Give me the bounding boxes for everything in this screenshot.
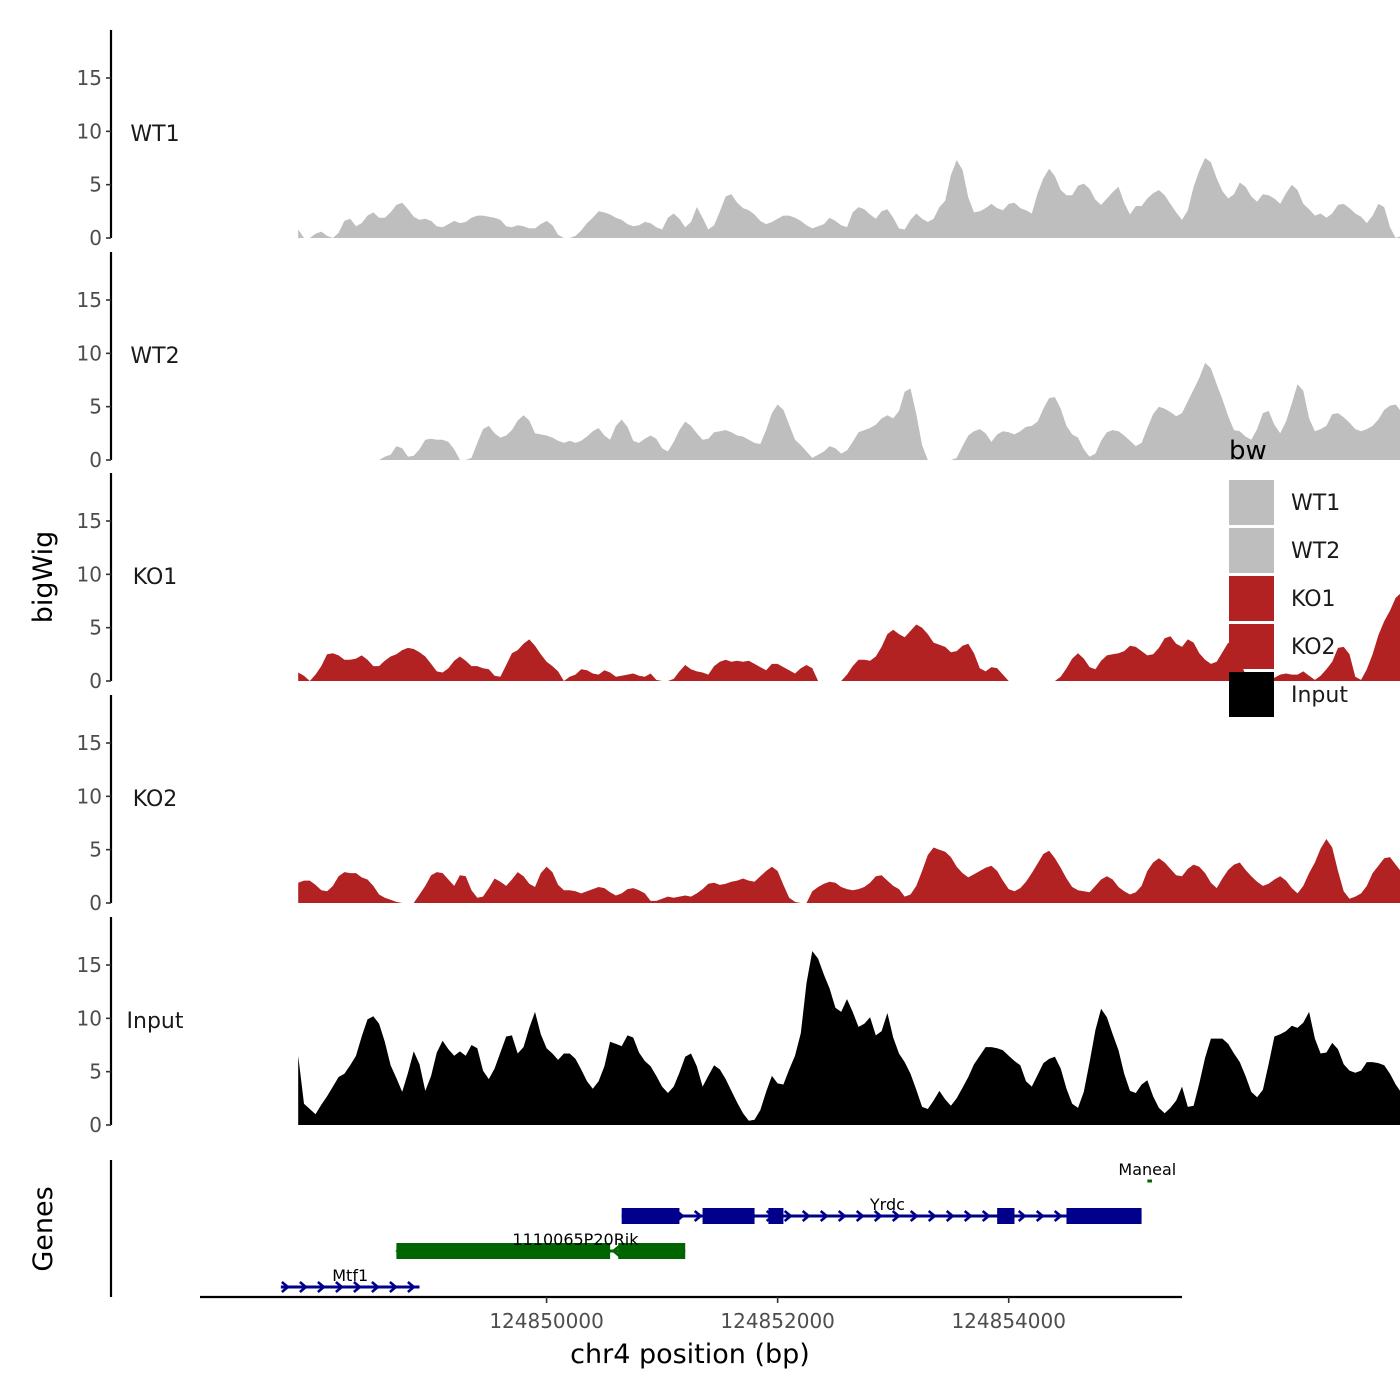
y-tick-label: 5 — [89, 395, 102, 419]
x-axis-title: chr4 position (bp) — [570, 1339, 810, 1370]
track-panel-ko2: 0 5 10 15 KO2 — [77, 695, 1400, 915]
y-tick-label: 5 — [89, 838, 102, 862]
legend-swatch-ko2 — [1229, 624, 1274, 669]
signal-area-input — [298, 951, 1400, 1125]
track-label-input: Input — [127, 1009, 184, 1034]
track-panel-ko1: 0 5 10 15 KO1 — [77, 473, 1400, 693]
legend-label-wt2: WT2 — [1291, 539, 1340, 564]
y-tick-label: 10 — [77, 1006, 102, 1030]
genome-browser-figure: 0 5 10 15 WT1 0 5 10 15 WT2 0 5 10 15 KO1 0 5 10 15 KO2 0 5 10… — [0, 0, 1400, 1400]
y-tick-label: 15 — [77, 288, 102, 312]
x-tick-label: 124854000 — [951, 1309, 1066, 1333]
y-tick-label: 15 — [77, 953, 102, 977]
y-tick-label: 0 — [89, 448, 102, 472]
gene-label: Yrdc — [869, 1195, 905, 1214]
gene-mtf1: Mtf1 — [281, 1266, 420, 1292]
gene-label: Maneal — [1118, 1160, 1176, 1179]
track-panel-input: 0 5 10 15 Input — [77, 917, 1400, 1137]
legend-label-ko1: KO1 — [1291, 587, 1336, 612]
signal-area-ko2 — [298, 704, 1400, 904]
y-tick-label: 5 — [89, 173, 102, 197]
y-tick-label: 5 — [89, 1060, 102, 1084]
track-label-wt1: WT1 — [130, 122, 179, 147]
y-tick-label: 10 — [77, 784, 102, 808]
gene-label: Mtf1 — [332, 1266, 368, 1285]
exon-block — [703, 1208, 755, 1224]
track-label-ko1: KO1 — [133, 565, 178, 590]
exon-block — [622, 1208, 680, 1224]
signal-area-wt1 — [298, 40, 1400, 238]
x-axis: 124850000 124852000 124854000 — [200, 1297, 1182, 1333]
y-tick-label: 10 — [77, 119, 102, 143]
y-tick-label: 0 — [89, 669, 102, 693]
y-tick-label: 0 — [89, 1113, 102, 1137]
gene-maneal: Maneal — [1118, 1160, 1176, 1181]
legend-label-wt1: WT1 — [1291, 491, 1340, 516]
track-label-ko2: KO2 — [133, 787, 178, 812]
y-tick-label: 10 — [77, 341, 102, 365]
y-tick-label: 5 — [89, 616, 102, 640]
track-panel-wt2: 0 5 10 15 WT2 — [77, 252, 1400, 472]
gene-yrdc: Yrdc — [622, 1195, 1142, 1224]
y-tick-label: 10 — [77, 562, 102, 586]
exon-block — [997, 1208, 1014, 1224]
legend-swatch-ko1 — [1229, 576, 1274, 621]
y-tick-label: 0 — [89, 891, 102, 915]
gene-track: Maneal Yrdc 1110065P20Rik Mtf1 — [111, 1160, 1176, 1297]
y-tick-label: 15 — [77, 509, 102, 533]
exon-block — [1066, 1208, 1141, 1224]
track-label-wt2: WT2 — [130, 344, 179, 369]
track-panel-wt1: 0 5 10 15 WT1 — [77, 30, 1400, 250]
x-tick-label: 124852000 — [720, 1309, 835, 1333]
legend-label-ko2: KO2 — [1291, 635, 1336, 660]
bigwig-tracks: 0 5 10 15 WT1 0 5 10 15 WT2 0 5 10 15 KO1 0 5 10 15 KO2 0 5 10… — [77, 30, 1400, 1137]
legend-swatch-input — [1229, 672, 1274, 717]
legend-swatch-wt1 — [1229, 480, 1274, 525]
genes-axis-title: Genes — [28, 1186, 59, 1271]
x-tick-label: 124850000 — [489, 1309, 604, 1333]
gene-1110065p20rik: 1110065P20Rik — [396, 1230, 685, 1259]
legend-label-input: Input — [1291, 683, 1348, 708]
y-tick-label: 15 — [77, 731, 102, 755]
y-axis-title: bigWig — [28, 531, 59, 624]
y-tick-label: 0 — [89, 226, 102, 250]
y-tick-label: 15 — [77, 66, 102, 90]
gene-label: 1110065P20Rik — [512, 1230, 639, 1249]
legend-swatch-wt2 — [1229, 528, 1274, 573]
exon-block — [768, 1208, 783, 1224]
legend-title: bw — [1229, 436, 1267, 466]
